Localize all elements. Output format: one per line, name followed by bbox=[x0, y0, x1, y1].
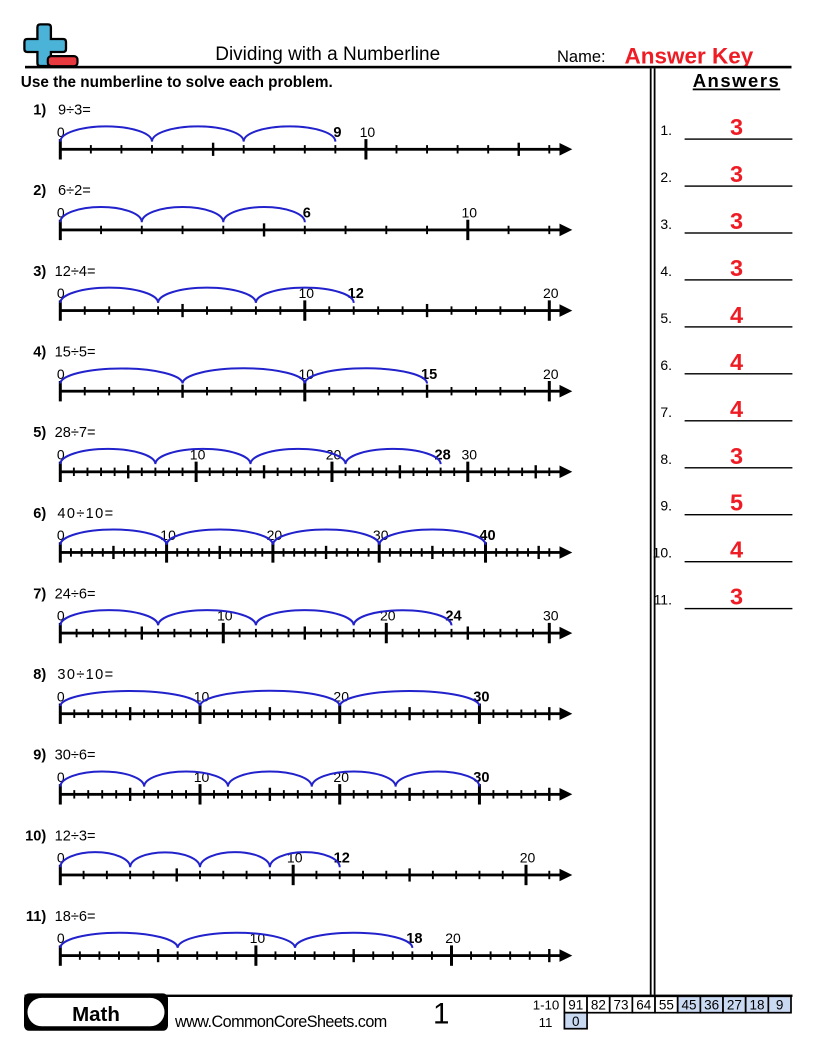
svg-text:12÷4=: 12÷4= bbox=[55, 264, 96, 280]
svg-text:Math: Math bbox=[72, 1003, 120, 1026]
svg-text:6÷2=: 6÷2= bbox=[58, 183, 91, 199]
svg-text:10: 10 bbox=[190, 446, 206, 462]
svg-text:0: 0 bbox=[57, 688, 65, 704]
svg-text:3: 3 bbox=[730, 161, 743, 187]
svg-text:12÷3=: 12÷3= bbox=[55, 828, 96, 844]
svg-text:0: 0 bbox=[57, 366, 65, 382]
svg-text:2): 2) bbox=[33, 183, 46, 199]
svg-text:0: 0 bbox=[57, 285, 65, 301]
svg-text:4: 4 bbox=[730, 349, 743, 375]
svg-text:1): 1) bbox=[33, 103, 46, 119]
svg-text:20: 20 bbox=[520, 850, 536, 866]
svg-text:1-10: 1-10 bbox=[533, 997, 560, 1012]
svg-text:10: 10 bbox=[462, 205, 478, 221]
svg-text:5.: 5. bbox=[660, 310, 672, 326]
svg-text:7): 7) bbox=[33, 586, 46, 602]
svg-text:6): 6) bbox=[33, 506, 46, 522]
svg-text:91: 91 bbox=[568, 998, 583, 1013]
svg-text:10.: 10. bbox=[653, 545, 672, 561]
svg-text:30: 30 bbox=[473, 770, 489, 786]
svg-text:3: 3 bbox=[730, 443, 743, 469]
svg-text:0: 0 bbox=[57, 769, 65, 785]
svg-text:12: 12 bbox=[348, 286, 364, 302]
svg-text:8.: 8. bbox=[660, 451, 672, 467]
svg-text:3: 3 bbox=[730, 208, 743, 234]
svg-text:10: 10 bbox=[299, 285, 315, 301]
svg-text:0: 0 bbox=[57, 446, 65, 462]
svg-text:30÷10=: 30÷10= bbox=[57, 667, 114, 683]
svg-text:3: 3 bbox=[730, 255, 743, 281]
svg-text:9): 9) bbox=[33, 748, 46, 764]
svg-text:20: 20 bbox=[543, 366, 559, 382]
svg-text:18: 18 bbox=[749, 998, 764, 1013]
svg-text:4: 4 bbox=[730, 302, 743, 328]
svg-text:30: 30 bbox=[462, 446, 478, 462]
svg-text:24÷6=: 24÷6= bbox=[55, 586, 96, 602]
svg-text:0: 0 bbox=[57, 850, 65, 866]
svg-text:28÷7=: 28÷7= bbox=[55, 425, 96, 441]
svg-text:4: 4 bbox=[730, 396, 743, 422]
svg-text:36: 36 bbox=[704, 998, 719, 1013]
svg-text:40÷10=: 40÷10= bbox=[57, 506, 114, 522]
svg-text:10: 10 bbox=[360, 124, 376, 140]
svg-text:30÷6=: 30÷6= bbox=[55, 748, 96, 764]
svg-text:15: 15 bbox=[421, 367, 437, 383]
svg-text:30: 30 bbox=[543, 608, 559, 624]
svg-text:12: 12 bbox=[334, 851, 350, 867]
svg-text:4): 4) bbox=[33, 345, 46, 361]
svg-text:45: 45 bbox=[682, 998, 697, 1013]
svg-text:9.: 9. bbox=[660, 498, 672, 514]
svg-text:0: 0 bbox=[57, 205, 65, 221]
svg-text:18÷6=: 18÷6= bbox=[55, 909, 96, 925]
svg-text:7.: 7. bbox=[660, 404, 672, 420]
svg-text:Use the numberline to solve ea: Use the numberline to solve each problem… bbox=[21, 74, 333, 91]
svg-text:6: 6 bbox=[303, 206, 311, 222]
svg-text:9÷3=: 9÷3= bbox=[58, 103, 91, 119]
svg-text:6.: 6. bbox=[660, 357, 672, 373]
svg-text:11): 11) bbox=[26, 909, 46, 925]
svg-text:4: 4 bbox=[730, 537, 743, 563]
svg-text:15÷5=: 15÷5= bbox=[55, 345, 96, 361]
svg-text:Dividing with a Numberline: Dividing with a Numberline bbox=[215, 44, 440, 65]
svg-text:30: 30 bbox=[473, 689, 489, 705]
svg-text:73: 73 bbox=[614, 998, 629, 1013]
svg-text:18: 18 bbox=[406, 931, 422, 947]
svg-text:1: 1 bbox=[433, 997, 449, 1030]
svg-text:3): 3) bbox=[33, 264, 46, 280]
svg-text:www.CommonCoreSheets.com: www.CommonCoreSheets.com bbox=[174, 1013, 387, 1031]
svg-text:0: 0 bbox=[572, 1014, 580, 1029]
svg-text:4.: 4. bbox=[660, 263, 672, 279]
svg-text:64: 64 bbox=[636, 998, 652, 1013]
svg-text:0: 0 bbox=[57, 608, 65, 624]
svg-text:2.: 2. bbox=[660, 169, 672, 185]
svg-text:0: 0 bbox=[57, 930, 65, 946]
svg-text:5: 5 bbox=[730, 490, 743, 516]
svg-text:3: 3 bbox=[730, 114, 743, 140]
svg-text:0: 0 bbox=[57, 527, 65, 543]
svg-text:1.: 1. bbox=[660, 122, 672, 138]
svg-text:Answers: Answers bbox=[693, 70, 781, 91]
svg-text:5): 5) bbox=[33, 425, 46, 441]
svg-text:10): 10) bbox=[25, 828, 46, 844]
svg-text:55: 55 bbox=[659, 998, 674, 1013]
svg-text:82: 82 bbox=[591, 998, 606, 1013]
svg-text:0: 0 bbox=[57, 124, 65, 140]
svg-text:11: 11 bbox=[539, 1015, 553, 1030]
svg-text:20: 20 bbox=[543, 285, 559, 301]
svg-text:28: 28 bbox=[434, 447, 450, 463]
svg-text:24: 24 bbox=[445, 609, 462, 625]
svg-text:3.: 3. bbox=[660, 216, 672, 232]
svg-text:20: 20 bbox=[445, 930, 461, 946]
svg-text:40: 40 bbox=[479, 528, 495, 544]
svg-text:Name:: Name: bbox=[557, 48, 606, 66]
svg-text:27: 27 bbox=[727, 998, 742, 1013]
svg-text:9: 9 bbox=[333, 125, 341, 141]
svg-text:Answer Key: Answer Key bbox=[625, 44, 754, 69]
svg-text:8): 8) bbox=[33, 667, 46, 683]
svg-text:9: 9 bbox=[776, 998, 784, 1013]
svg-text:11.: 11. bbox=[654, 592, 672, 608]
svg-text:3: 3 bbox=[730, 584, 743, 610]
